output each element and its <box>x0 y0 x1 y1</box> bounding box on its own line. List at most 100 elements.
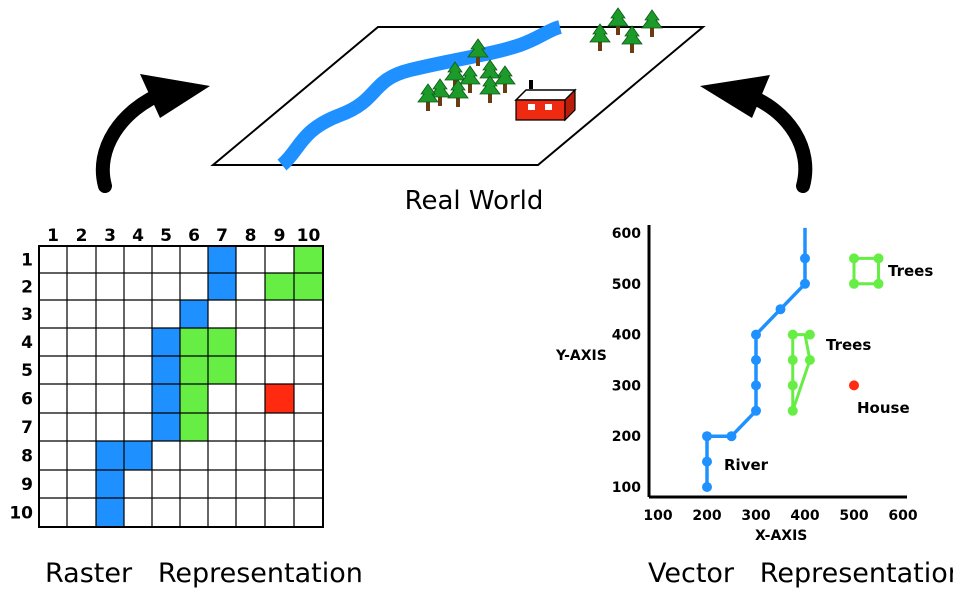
vector-x-tick: 500 <box>839 508 868 524</box>
trees-north-label: Trees <box>888 262 933 280</box>
vector-y-tick: 400 <box>612 328 641 344</box>
vector-plot: 100 200 300 400 500 600 100 200 300 400 500 600 X-… <box>555 225 933 544</box>
trees-south-polygon <box>791 333 812 413</box>
river-label: River <box>724 456 769 474</box>
raster-cell-trees <box>180 384 208 413</box>
raster-col-label: 7 <box>216 226 228 246</box>
raster-cell-trees <box>265 273 294 300</box>
house-point <box>849 380 859 391</box>
vector-x-tick: 400 <box>790 508 819 524</box>
river-vertex <box>702 431 712 442</box>
river-vertex <box>800 278 810 289</box>
river-vertex <box>751 380 761 391</box>
trees-south-vertex <box>787 329 798 340</box>
river-vertex <box>702 482 712 492</box>
river-vertex <box>702 456 712 467</box>
vector-y-tick: 100 <box>612 480 641 496</box>
raster-cell-river <box>180 300 208 328</box>
vector-y-tick: 300 <box>612 378 641 394</box>
raster-cell-river <box>208 273 236 300</box>
trees-south-vertex <box>804 329 815 340</box>
river-vertex <box>751 329 761 340</box>
trees-north-polygon <box>852 256 880 286</box>
trees-south-label: Trees <box>826 336 871 354</box>
raster-col-label: 6 <box>188 226 200 246</box>
raster-row-label: 5 <box>21 361 33 381</box>
raster-cell-trees <box>180 328 208 356</box>
real-world-label: Real World <box>405 186 544 216</box>
raster-col-label: 5 <box>160 226 172 246</box>
vector-y-tick: 200 <box>612 429 641 445</box>
raster-border <box>38 245 324 528</box>
raster-row-labels: 1 2 3 4 5 6 7 8 9 10 <box>9 251 33 524</box>
river-vertex <box>726 431 737 442</box>
raster-col-label: 10 <box>297 226 321 246</box>
vector-x-tick-labels: 100 200 300 400 500 600 <box>643 508 917 524</box>
vector-features <box>702 227 884 492</box>
raster-row-label: 2 <box>21 278 33 298</box>
river-vertex <box>751 405 761 416</box>
raster-row-label: 10 <box>9 504 33 524</box>
raster-cell-trees <box>294 273 323 300</box>
house-label: House <box>857 399 910 417</box>
trees-south-vertex <box>787 380 798 391</box>
raster-cell-river <box>96 441 124 470</box>
vector-caption: Vector Representation <box>648 558 953 589</box>
vector-y-tick: 500 <box>612 277 641 293</box>
arrow-left <box>95 74 210 193</box>
raster-col-label: 9 <box>274 226 286 246</box>
vector-x-tick: 200 <box>692 508 721 524</box>
raster-row-label: 6 <box>21 390 33 410</box>
raster-row-label: 4 <box>21 333 33 353</box>
vector-x-axis-label: X-AXIS <box>755 528 807 544</box>
vector-y-tick-labels: 100 200 300 400 500 600 <box>612 226 641 496</box>
vector-y-tick: 600 <box>612 226 641 242</box>
raster-cell-river <box>152 328 180 356</box>
trees-north-vertex <box>873 253 884 264</box>
vector-x-tick: 300 <box>741 508 770 524</box>
vector-y-axis-label: Y-AXIS <box>555 348 607 364</box>
raster-caption: Raster Representation <box>45 558 363 589</box>
raster-cell-house <box>265 384 294 413</box>
raster-cell-river <box>152 413 180 441</box>
river-vertex <box>775 304 786 315</box>
raster-col-label: 2 <box>76 226 88 246</box>
raster-cell-river <box>96 498 124 527</box>
real-world-scene: Real World <box>210 7 706 216</box>
raster-cell-river <box>124 441 152 470</box>
raster-row-label: 8 <box>21 447 33 467</box>
arrow-right <box>700 75 813 193</box>
raster-col-label: 3 <box>104 226 116 246</box>
trees-north-vertex <box>849 253 859 264</box>
raster-row-label: 9 <box>21 475 33 495</box>
trees-north-vertex <box>849 278 859 289</box>
raster-row-label: 1 <box>21 251 33 271</box>
raster-cell-river <box>208 246 236 273</box>
raster-cells <box>96 246 323 527</box>
vector-x-tick: 100 <box>643 508 672 524</box>
raster-col-label: 8 <box>245 226 257 246</box>
raster-cell-trees <box>294 246 323 273</box>
raster-cell-trees <box>208 328 236 356</box>
vector-x-tick: 600 <box>888 508 917 524</box>
river-illustration <box>277 20 563 171</box>
trees-north-vertex <box>873 278 884 289</box>
raster-cell-trees <box>180 356 208 384</box>
house-illustration <box>514 80 577 122</box>
raster-column-labels: 1 2 3 4 5 6 7 8 9 10 <box>47 226 320 246</box>
river-vertex <box>800 253 810 264</box>
raster-cell-river <box>96 470 124 498</box>
raster-gridlines <box>38 245 324 528</box>
raster-cell-trees <box>180 413 208 441</box>
raster-col-label: 1 <box>47 226 59 246</box>
raster-row-label: 3 <box>21 305 33 325</box>
raster-col-label: 4 <box>132 226 144 246</box>
raster-cell-trees <box>208 356 236 384</box>
raster-cell-river <box>152 356 180 384</box>
trees-south-vertex <box>787 355 798 365</box>
raster-cell-river <box>152 384 180 413</box>
raster-row-label: 7 <box>21 418 33 438</box>
trees-south-vertex <box>804 355 815 365</box>
